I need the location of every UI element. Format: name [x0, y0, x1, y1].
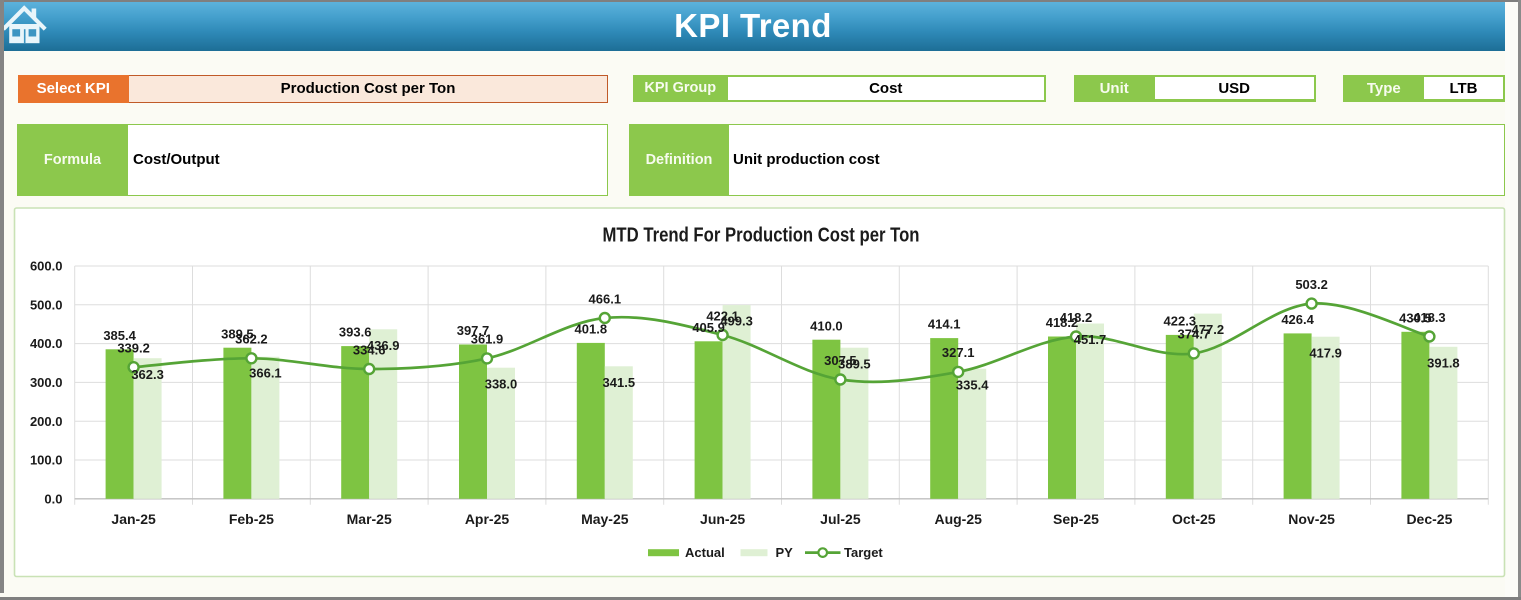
svg-text:385.4: 385.4 — [103, 328, 136, 343]
svg-text:Mar-25: Mar-25 — [347, 511, 392, 527]
svg-text:366.1: 366.1 — [249, 365, 282, 380]
svg-text:Oct-25: Oct-25 — [1172, 511, 1216, 527]
svg-text:Target: Target — [844, 545, 883, 560]
svg-text:499.3: 499.3 — [720, 314, 753, 329]
svg-text:477.2: 477.2 — [1192, 322, 1225, 337]
svg-text:327.1: 327.1 — [942, 345, 975, 360]
svg-text:405.9: 405.9 — [692, 320, 725, 335]
svg-text:334.6: 334.6 — [353, 342, 386, 357]
svg-text:393.6: 393.6 — [339, 325, 372, 340]
svg-text:422.3: 422.3 — [1164, 314, 1197, 329]
svg-text:Jul-25: Jul-25 — [820, 511, 861, 527]
svg-text:0.0: 0.0 — [44, 491, 62, 506]
svg-text:430.5: 430.5 — [1399, 310, 1432, 325]
svg-text:414.1: 414.1 — [928, 317, 961, 332]
svg-text:417.9: 417.9 — [1309, 345, 1342, 360]
svg-text:436.9: 436.9 — [367, 338, 400, 353]
svg-text:200.0: 200.0 — [30, 414, 63, 429]
svg-text:401.8: 401.8 — [575, 322, 608, 337]
svg-text:100.0: 100.0 — [30, 453, 63, 468]
svg-text:Aug-25: Aug-25 — [934, 511, 982, 527]
svg-text:Feb-25: Feb-25 — [229, 511, 274, 527]
svg-text:PY: PY — [776, 545, 794, 560]
svg-text:Actual: Actual — [685, 545, 725, 560]
svg-text:422.1: 422.1 — [706, 308, 739, 323]
svg-text:Apr-25: Apr-25 — [465, 511, 510, 527]
svg-text:391.8: 391.8 — [1427, 355, 1460, 370]
svg-text:300.0: 300.0 — [30, 375, 63, 390]
svg-text:307.5: 307.5 — [824, 353, 857, 368]
svg-text:389.5: 389.5 — [221, 326, 254, 341]
svg-text:418.2: 418.2 — [1046, 315, 1079, 330]
svg-text:397.7: 397.7 — [457, 323, 490, 338]
svg-text:400.0: 400.0 — [30, 336, 63, 351]
svg-text:361.9: 361.9 — [471, 332, 504, 347]
svg-text:Nov-25: Nov-25 — [1288, 511, 1335, 527]
svg-text:426.4: 426.4 — [1281, 312, 1314, 327]
svg-text:418.2: 418.2 — [1060, 310, 1093, 325]
svg-text:338.0: 338.0 — [485, 376, 518, 391]
svg-text:389.5: 389.5 — [838, 356, 871, 371]
svg-text:374.7: 374.7 — [1178, 327, 1211, 342]
svg-text:362.2: 362.2 — [235, 332, 268, 347]
svg-text:410.0: 410.0 — [810, 318, 843, 333]
svg-text:335.4: 335.4 — [956, 377, 989, 392]
svg-text:Jun-25: Jun-25 — [700, 511, 745, 527]
svg-text:MTD Trend For Production Cost: MTD Trend For Production Cost per Ton — [603, 225, 920, 247]
svg-text:418.3: 418.3 — [1413, 310, 1446, 325]
svg-text:341.5: 341.5 — [603, 375, 636, 390]
svg-text:Jan-25: Jan-25 — [111, 511, 156, 527]
svg-text:451.7: 451.7 — [1074, 332, 1107, 347]
svg-text:Sep-25: Sep-25 — [1053, 511, 1099, 527]
svg-text:May-25: May-25 — [581, 511, 629, 527]
svg-text:500.0: 500.0 — [30, 297, 63, 312]
svg-text:600.0: 600.0 — [30, 259, 63, 274]
svg-text:339.2: 339.2 — [117, 341, 150, 356]
svg-text:503.2: 503.2 — [1295, 277, 1328, 292]
svg-text:362.3: 362.3 — [131, 367, 164, 382]
svg-text:Dec-25: Dec-25 — [1406, 511, 1452, 527]
svg-text:466.1: 466.1 — [589, 291, 622, 306]
